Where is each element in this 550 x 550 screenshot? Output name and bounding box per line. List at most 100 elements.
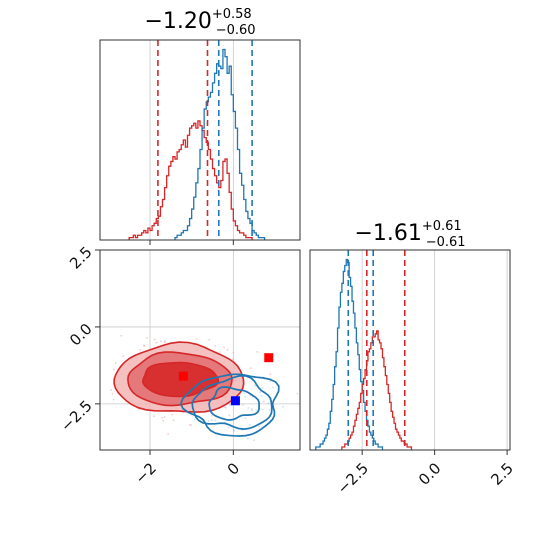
joint-ticklabel-y-2: −2.5 — [57, 397, 95, 435]
scatter-point — [110, 389, 113, 391]
hist-x-series-red — [128, 120, 253, 240]
scatter-point — [143, 345, 146, 347]
scatter-point — [262, 408, 264, 411]
marker-red-1 — [264, 353, 274, 363]
scatter-point — [223, 406, 226, 409]
scatter-point — [161, 416, 164, 419]
scatter-point — [114, 361, 117, 364]
scatter-point — [146, 336, 149, 339]
joint-ticklabel-x-1: 0 — [224, 459, 243, 478]
hist-y-series-blue — [315, 258, 384, 450]
hist-y-frame — [309, 249, 511, 451]
panel-joint: −2 0 2.5 0.0 −2.5 — [57, 243, 301, 488]
hist-y-ticklabel-x-0: −2.5 — [334, 459, 372, 497]
scatter-point — [195, 338, 198, 340]
hist-x-title: −1.20+0.58 −0.60 — [144, 7, 255, 38]
scatter-point — [249, 367, 252, 370]
scatter-point — [210, 419, 213, 422]
scatter-point — [155, 341, 158, 344]
scatter-point — [167, 432, 170, 435]
scatter-point — [244, 395, 246, 398]
panel-hist-y: −2.5 0.0 2.5 −1.61+0.61 −0.61 — [309, 219, 517, 498]
scatter-point — [272, 386, 274, 389]
scatter-point — [171, 413, 174, 416]
scatter-point — [231, 358, 234, 361]
scatter-point — [227, 426, 230, 429]
scatter-point — [254, 384, 256, 387]
hist-x-frame — [99, 39, 301, 241]
scatter-point — [172, 419, 175, 422]
scatter-point — [163, 416, 166, 418]
blue-contour-level-1 — [191, 374, 273, 430]
hist-x-series — [128, 48, 266, 240]
hist-y-histogram-blue — [315, 258, 384, 450]
scatter-point — [232, 429, 235, 431]
scatter-point — [160, 340, 162, 343]
hist-x-ticks — [149, 240, 234, 245]
scatter-point — [210, 415, 213, 417]
scatter-point — [193, 418, 196, 421]
scatter-point — [228, 404, 231, 406]
joint-markers — [178, 353, 274, 406]
grid-hist-x — [149, 40, 234, 240]
scatter-point — [244, 417, 247, 420]
scatter-point — [259, 391, 262, 393]
blue-contour-level-2 — [179, 373, 280, 437]
scatter-point — [251, 409, 254, 412]
hist-y-series — [315, 258, 413, 450]
scatter-point — [122, 355, 125, 358]
scatter-point — [223, 346, 225, 349]
scatter-point — [232, 351, 235, 354]
hist-y-histogram-red — [341, 330, 413, 450]
scatter-point — [214, 419, 217, 422]
scatter-point — [246, 437, 249, 440]
scatter-point — [243, 392, 246, 395]
hist-y-quantile-lines — [347, 250, 406, 450]
scatter-point — [282, 405, 284, 408]
scatter-point — [242, 403, 244, 406]
scatter-point — [253, 439, 255, 442]
scatter-point — [248, 423, 251, 426]
scatter-point — [208, 338, 211, 341]
hist-y-ticks: −2.5 0.0 2.5 — [334, 450, 517, 498]
scatter-point — [269, 373, 272, 376]
scatter-point — [228, 414, 231, 417]
blue-contour-level-0 — [208, 386, 260, 421]
scatter-point — [207, 419, 210, 422]
scatter-point — [112, 368, 115, 371]
scatter-point — [268, 409, 271, 411]
scatter-point — [162, 419, 164, 422]
scatter-point — [256, 351, 259, 353]
hist-y-ticklabel-x-2: 2.5 — [487, 459, 517, 489]
marker-blue-2 — [230, 396, 240, 406]
scatter-point — [267, 402, 270, 405]
scatter-point — [189, 423, 191, 426]
scatter-point — [258, 425, 261, 428]
scatter-point — [261, 386, 264, 389]
joint-ticklabel-y-1: 0.0 — [66, 320, 96, 350]
hist-x-histogram-blue — [174, 48, 266, 240]
hist-x-histogram-red — [128, 120, 253, 240]
scatter-point — [226, 348, 229, 351]
joint-ticklabel-x-0: −2 — [132, 459, 160, 487]
hist-y-series-red — [341, 330, 413, 450]
joint-ticklabel-y-0: 2.5 — [66, 243, 96, 273]
grid-hist-y — [361, 250, 508, 450]
hist-y-ticklabel-x-1: 0.0 — [415, 459, 445, 489]
panel-hist-x: −1.20+0.58 −0.60 — [99, 7, 301, 245]
marker-red-0 — [178, 371, 188, 381]
hist-x-series-blue — [174, 48, 266, 240]
blue-contour — [179, 373, 280, 437]
scatter-point — [111, 393, 114, 395]
scatter-point — [139, 348, 142, 351]
scatter-point — [152, 415, 155, 418]
scatter-point — [296, 392, 299, 395]
scatter-point — [247, 407, 250, 409]
scatter-point — [214, 344, 217, 347]
scatter-point — [269, 380, 272, 383]
scatter-point — [218, 351, 221, 354]
scatter-point — [262, 400, 265, 403]
scatter-point — [153, 338, 156, 341]
scatter-point — [224, 406, 227, 409]
